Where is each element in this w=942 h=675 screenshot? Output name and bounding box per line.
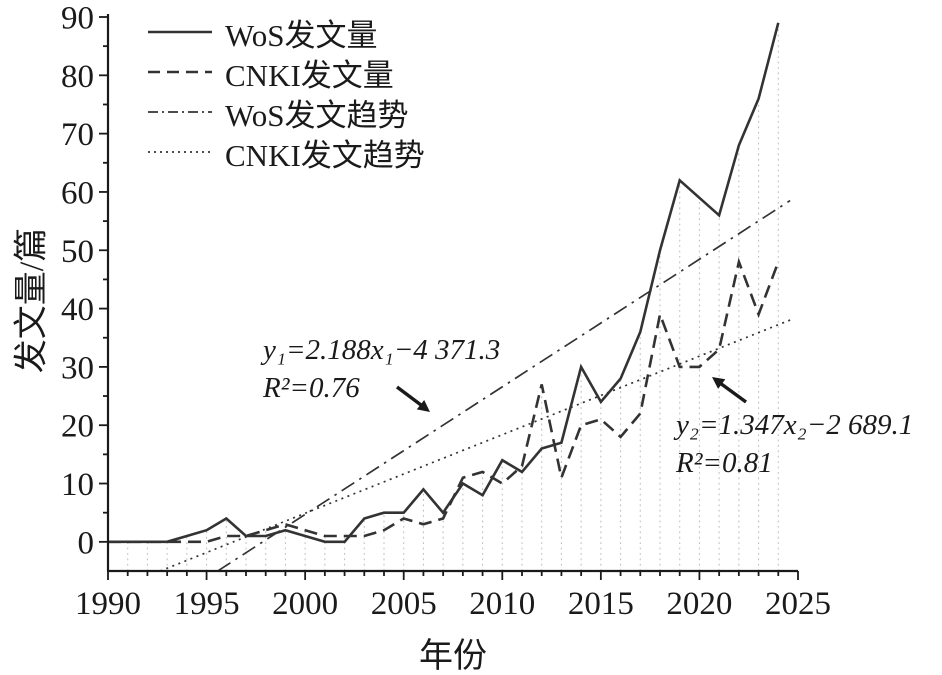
x-tick-label: 2000 bbox=[272, 586, 338, 622]
x-tick-label: 1990 bbox=[75, 586, 141, 622]
legend-label-wos-trend: WoS发文趋势 bbox=[225, 97, 409, 133]
wos-trend-equation: y₁=2.188x₁−4 371.3 R²=0.76 bbox=[263, 331, 500, 408]
y-tick-label: 90 bbox=[61, 1, 94, 37]
cnki-trend-line bbox=[159, 319, 791, 572]
dotted-line-icon bbox=[148, 151, 212, 153]
wos-trend-line bbox=[217, 199, 791, 572]
wos-equation-arrow-icon bbox=[395, 385, 430, 412]
y-tick-label: 70 bbox=[61, 117, 94, 153]
cnki-series-line bbox=[108, 257, 780, 544]
y-tick-label: 60 bbox=[61, 175, 94, 211]
x-tick-label: 2005 bbox=[371, 586, 437, 622]
wos-series-line bbox=[108, 22, 780, 544]
y-tick-label: 40 bbox=[61, 292, 94, 328]
x-axis-title: 年份 bbox=[419, 638, 487, 675]
x-tick-label: 2015 bbox=[568, 586, 634, 622]
y-tick-label: 30 bbox=[61, 350, 94, 386]
y-tick-label: 80 bbox=[61, 59, 94, 95]
solid-line-icon bbox=[148, 30, 212, 34]
legend-label-cnki-trend: CNKI发文趋势 bbox=[225, 137, 425, 173]
cnki-trend-equation: y₂=1.347x₂−2 689.1 R²=0.81 bbox=[676, 406, 913, 483]
y-tick-label: 50 bbox=[61, 234, 94, 270]
legend-label-cnki-count: CNKI发文量 bbox=[225, 57, 394, 93]
x-tick-label: 2025 bbox=[765, 586, 831, 622]
y-tick-label: 10 bbox=[61, 467, 94, 503]
wos-equation-text: y₁=2.188x₁−4 371.3 bbox=[263, 334, 501, 366]
legend-item-cnki-count: CNKI发文量 bbox=[147, 52, 425, 93]
legend-item-wos-trend: WoS发文趋势 bbox=[147, 92, 425, 133]
dashed-line-icon bbox=[148, 70, 212, 74]
wos-r-squared: R²=0.76 bbox=[263, 372, 360, 405]
cnki-r-squared: R²=0.81 bbox=[676, 447, 773, 480]
x-tick-label: 2010 bbox=[469, 586, 535, 622]
cnki-equation-arrow-icon bbox=[712, 377, 748, 404]
legend: WoS发文量 CNKI发文量 WoS发文趋势 CNKI发文趋势 bbox=[147, 12, 425, 173]
legend-label-wos-count: WoS发文量 bbox=[225, 17, 378, 53]
x-tick-label: 2020 bbox=[666, 586, 732, 622]
x-tick-label: 1995 bbox=[174, 586, 240, 622]
y-axis-title: 发文量/篇 bbox=[13, 227, 51, 374]
y-tick-label: 0 bbox=[78, 525, 95, 561]
cnki-equation-text: y₂=1.347x₂−2 689.1 bbox=[676, 409, 914, 441]
legend-item-wos-count: WoS发文量 bbox=[147, 12, 425, 53]
legend-item-cnki-trend: CNKI发文趋势 bbox=[147, 132, 425, 173]
y-tick-label: 20 bbox=[61, 409, 94, 445]
dashdot-line-icon bbox=[148, 111, 212, 113]
